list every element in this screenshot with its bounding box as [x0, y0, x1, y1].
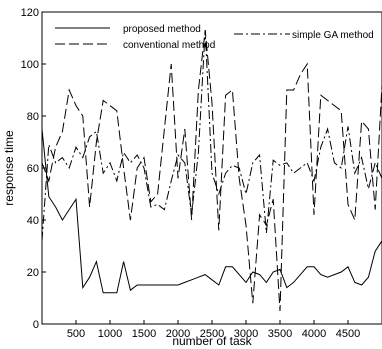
series-layer — [41, 30, 382, 312]
x-tick-label: 3500 — [268, 328, 292, 340]
y-tick-label: 60 — [27, 163, 39, 175]
series-line-proposed-method — [41, 128, 382, 294]
x-tick-label: 500 — [67, 328, 85, 340]
legend: proposed method simple GA method convent… — [55, 24, 374, 51]
series-line-conventional-method — [41, 30, 382, 312]
x-tick-label: 1500 — [132, 328, 156, 340]
x-tick-label: 3000 — [234, 328, 258, 340]
legend-label-conventional-method: conventional method — [123, 40, 215, 51]
y-tick-label: 20 — [27, 267, 39, 279]
y-tick-label: 120 — [21, 7, 39, 19]
x-tick-label: 2500 — [200, 328, 224, 340]
x-tick-label: 4500 — [336, 328, 360, 340]
y-axis-label: response time — [2, 130, 16, 206]
y-tick-label: 0 — [33, 319, 39, 331]
series-line-simple-ga-method — [41, 30, 382, 241]
x-tick-label: 1000 — [98, 328, 122, 340]
y-axis-ticks: 0 20 40 60 80 100 120 — [21, 7, 46, 331]
y-tick-label: 80 — [27, 111, 39, 123]
x-tick-label: 2000 — [166, 328, 190, 340]
legend-label-proposed-method: proposed method — [123, 24, 201, 35]
y-tick-label: 100 — [21, 59, 39, 71]
x-axis-ticks: 500 1000 1500 2000 2500 3000 3500 4000 4500 — [67, 320, 360, 340]
x-axis-label: number of task — [172, 334, 252, 348]
legend-label-simple-ga-method: simple GA method — [292, 30, 374, 41]
x-tick-label: 4000 — [302, 328, 326, 340]
y-tick-label: 40 — [27, 215, 39, 227]
